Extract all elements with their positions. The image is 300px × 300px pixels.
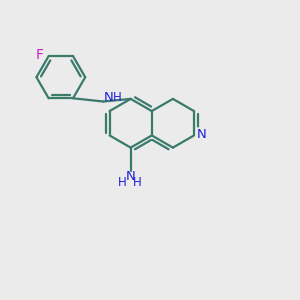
Text: N: N — [104, 91, 114, 104]
Text: H: H — [113, 91, 122, 104]
Text: N: N — [126, 170, 136, 183]
Text: F: F — [35, 48, 43, 62]
Text: N: N — [197, 128, 207, 141]
Text: H: H — [118, 176, 127, 189]
Text: H: H — [133, 176, 142, 189]
